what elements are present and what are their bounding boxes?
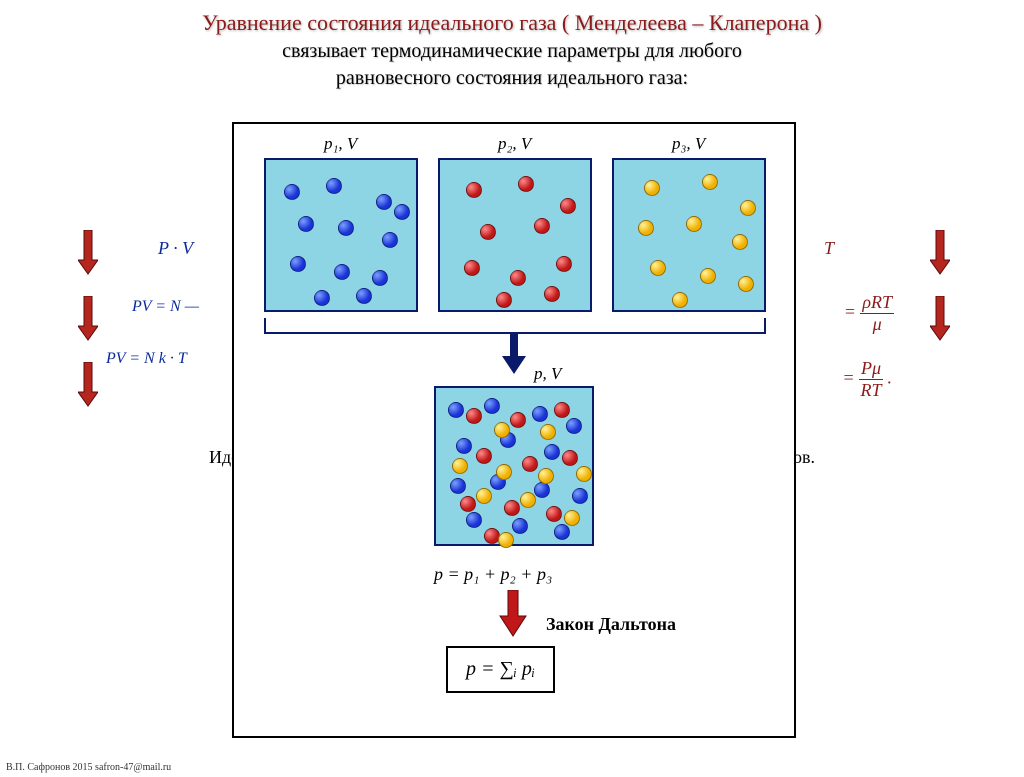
blue-particle: [466, 512, 482, 528]
red-particle: [546, 506, 562, 522]
eq-right: = PμRT .: [842, 358, 892, 401]
yellow-particle: [496, 464, 512, 480]
eq-left: PV = N k · T: [106, 350, 187, 368]
mini-label: p₁, V: [324, 134, 357, 154]
yellow-particle: [538, 468, 554, 484]
red-particle: [560, 198, 576, 214]
blue-particle: [512, 518, 528, 534]
yellow-particle: [650, 260, 666, 276]
red-particle: [466, 408, 482, 424]
yellow-particle: [738, 276, 754, 292]
down-arrow-icon: [78, 296, 98, 346]
footer-credit: В.П. Сафронов 2015 safron-47@mail.ru: [6, 762, 171, 773]
blue-particle: [554, 524, 570, 540]
red-particle: [464, 260, 480, 276]
blue-particle: [326, 178, 342, 194]
blue-particle: [450, 478, 466, 494]
blue-particle: [314, 290, 330, 306]
dalton-law-label: Закон Дальтона: [546, 614, 676, 635]
blue-particle: [456, 438, 472, 454]
blue-particle: [382, 232, 398, 248]
gas-box-3: [612, 158, 766, 312]
down-arrow-icon: [930, 230, 950, 280]
yellow-particle: [638, 220, 654, 236]
blue-particle: [284, 184, 300, 200]
blue-particle: [290, 256, 306, 272]
blue-particle: [338, 220, 354, 236]
mini-label: p₃, V: [672, 134, 705, 154]
blue-particle: [534, 482, 550, 498]
eq-left: PV = N —: [132, 298, 199, 316]
page-title: Уравнение состояния идеального газа ( Ме…: [0, 10, 1024, 36]
red-particle: [518, 176, 534, 192]
gas-box-1: [264, 158, 418, 312]
yellow-particle: [732, 234, 748, 250]
blue-particle: [448, 402, 464, 418]
mix-box: [434, 386, 594, 546]
blue-particle: [298, 216, 314, 232]
sum-equation: p = p₁ + p₂ + p₃: [434, 564, 552, 585]
yellow-particle: [700, 268, 716, 284]
red-particle: [544, 286, 560, 302]
red-particle: [522, 456, 538, 472]
yellow-particle: [564, 510, 580, 526]
blue-particle: [372, 270, 388, 286]
blue-particle: [484, 398, 500, 414]
red-particle: [534, 218, 550, 234]
yellow-particle: [498, 532, 514, 548]
blue-particle: [572, 488, 588, 504]
yellow-particle: [520, 492, 536, 508]
yellow-particle: [644, 180, 660, 196]
eq-left: P · V: [158, 238, 193, 259]
red-particle: [556, 256, 572, 272]
yellow-particle: [740, 200, 756, 216]
red-particle: [510, 270, 526, 286]
yellow-particle: [702, 174, 718, 190]
down-arrow-icon: [78, 362, 98, 412]
red-particle: [460, 496, 476, 512]
red-particle: [480, 224, 496, 240]
blue-particle: [544, 444, 560, 460]
red-particle: [476, 448, 492, 464]
red-particle: [554, 402, 570, 418]
yellow-particle: [494, 422, 510, 438]
arrow-to-law-icon: [498, 590, 528, 638]
mix-label: p, V: [534, 364, 561, 384]
red-particle: [466, 182, 482, 198]
blue-particle: [532, 406, 548, 422]
down-arrow-icon: [78, 230, 98, 280]
red-particle: [510, 412, 526, 428]
yellow-particle: [540, 424, 556, 440]
red-particle: [504, 500, 520, 516]
blue-particle: [394, 204, 410, 220]
red-particle: [562, 450, 578, 466]
subtitle-line1: связывает термодинамические параметры дл…: [0, 40, 1024, 63]
eq-right: = ρRTμ: [844, 292, 894, 335]
gas-box-2: [438, 158, 592, 312]
blue-particle: [566, 418, 582, 434]
down-arrow-icon: [930, 296, 950, 346]
mini-label: p₂, V: [498, 134, 531, 154]
blue-particle: [376, 194, 392, 210]
eq-right: T: [824, 238, 834, 259]
red-particle: [496, 292, 512, 308]
yellow-particle: [686, 216, 702, 232]
yellow-particle: [452, 458, 468, 474]
yellow-particle: [672, 292, 688, 308]
yellow-particle: [576, 466, 592, 482]
yellow-particle: [476, 488, 492, 504]
blue-particle: [334, 264, 350, 280]
dalton-box-equation: p = ∑ᵢ pᵢ: [446, 646, 555, 693]
subtitle-line2: равновесного состояния идеального газа:: [0, 67, 1024, 90]
dalton-figure: p₁, V p₂, V p₃, V p, V p = p₁ + p₂ + p₃ За…: [232, 122, 796, 738]
blue-particle: [356, 288, 372, 304]
arrow-to-mix-icon: [500, 332, 528, 376]
